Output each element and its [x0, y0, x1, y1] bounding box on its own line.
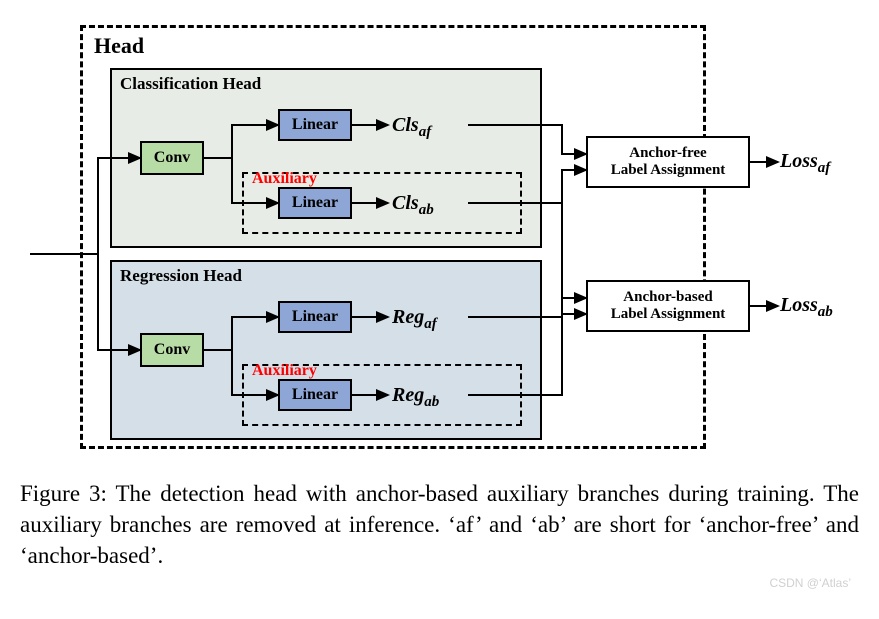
- conv-node-reg: Conv: [140, 333, 204, 367]
- watermark: CSDN @‘Atlas’: [769, 576, 851, 590]
- auxiliary-label-cls: Auxiliary: [252, 170, 317, 188]
- output-cls-ab: Clsab: [392, 192, 434, 219]
- head-diagram: Head Classification Head Regression Head…: [20, 20, 859, 460]
- output-cls-af: Clsaf: [392, 114, 431, 141]
- head-label: Head: [94, 33, 144, 59]
- anchor-based-assignment-node: Anchor-based Label Assignment: [586, 280, 750, 332]
- linear-node-reg-ab: Linear: [278, 379, 352, 411]
- classification-head-label: Classification Head: [120, 74, 261, 94]
- output-reg-ab: Regab: [392, 384, 439, 411]
- output-reg-af: Regaf: [392, 306, 437, 333]
- linear-node-cls-af: Linear: [278, 109, 352, 141]
- figure-caption: Figure 3: The detection head with anchor…: [20, 478, 859, 571]
- anchor-free-assignment-node: Anchor-free Label Assignment: [586, 136, 750, 188]
- auxiliary-label-reg: Auxiliary: [252, 362, 317, 380]
- linear-node-reg-af: Linear: [278, 301, 352, 333]
- linear-node-cls-ab: Linear: [278, 187, 352, 219]
- regression-head-label: Regression Head: [120, 266, 242, 286]
- output-loss-af: Lossaf: [780, 150, 830, 177]
- output-loss-ab: Lossab: [780, 294, 833, 321]
- conv-node-cls: Conv: [140, 141, 204, 175]
